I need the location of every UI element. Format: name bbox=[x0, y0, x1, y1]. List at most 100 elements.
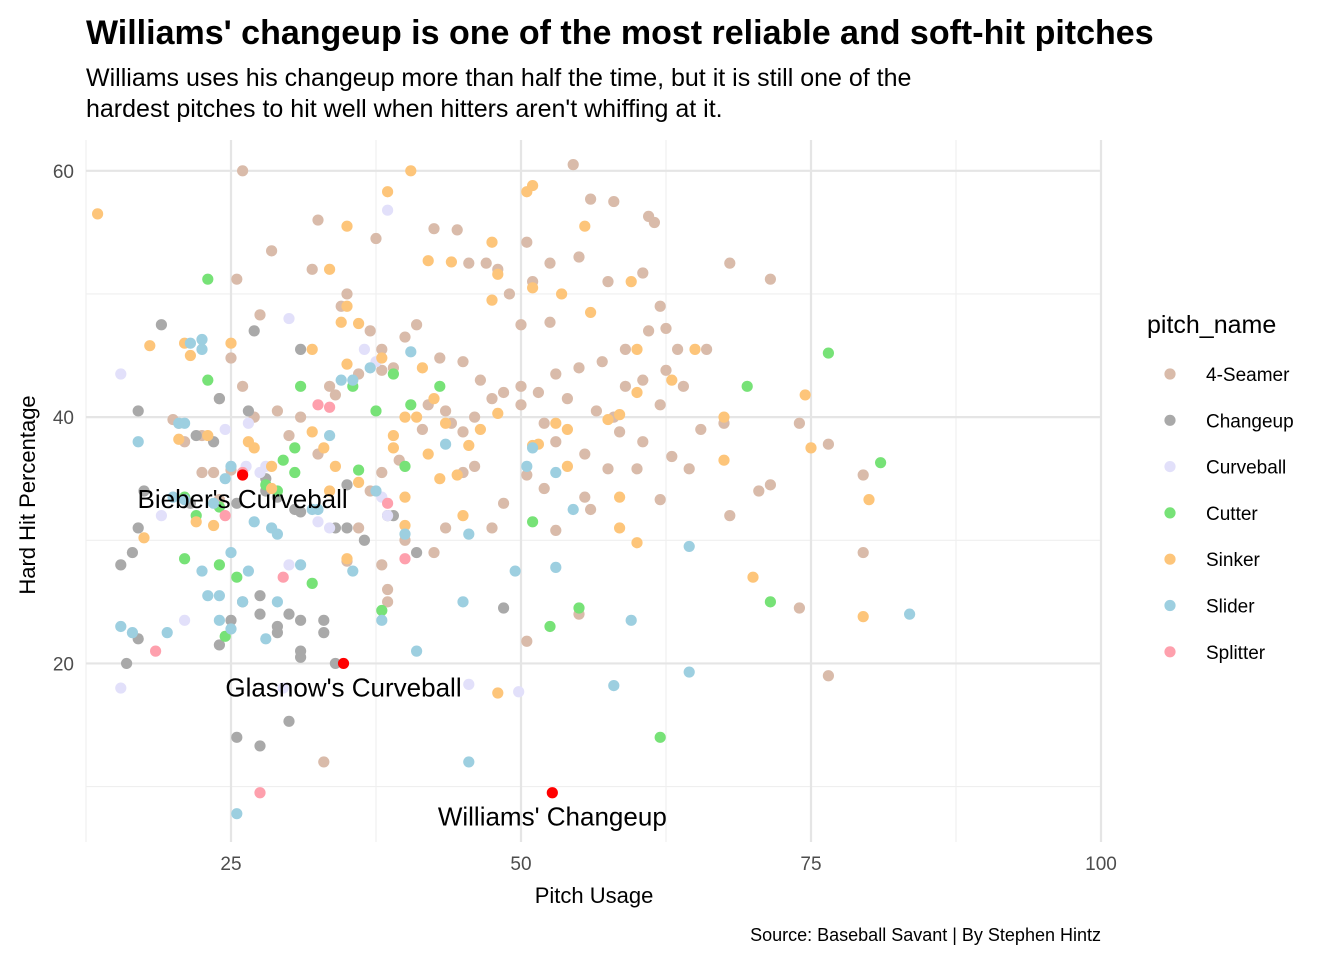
data-point-curveball bbox=[277, 682, 289, 694]
data-point-4-seamer bbox=[567, 159, 579, 171]
data-point-sinker bbox=[666, 374, 678, 386]
data-point-sinker bbox=[422, 255, 434, 267]
data-point-slider bbox=[237, 596, 249, 608]
data-point-4-seamer bbox=[521, 236, 533, 248]
data-point-changeup bbox=[341, 522, 353, 534]
data-point-4-seamer bbox=[463, 257, 475, 269]
data-point-slider bbox=[225, 546, 237, 559]
data-point-sinker bbox=[399, 411, 411, 423]
legend-label-4-seamer: 4-Seamer bbox=[1206, 365, 1290, 386]
legend-label-cutter: Cutter bbox=[1206, 504, 1258, 525]
data-point-slider bbox=[161, 627, 173, 639]
data-point-slider bbox=[347, 565, 359, 577]
data-point-slider bbox=[248, 516, 260, 528]
data-point-sinker bbox=[492, 268, 504, 280]
data-point-sinker bbox=[614, 522, 626, 534]
data-point-cutter bbox=[405, 399, 417, 411]
data-point-4-seamer bbox=[695, 423, 707, 436]
data-point-4-seamer bbox=[498, 386, 510, 399]
data-point-sinker bbox=[486, 294, 498, 306]
data-point-4-seamer bbox=[619, 343, 632, 355]
data-point-sinker bbox=[138, 532, 150, 544]
data-point-sinker bbox=[208, 519, 220, 532]
data-point-4-seamer bbox=[457, 426, 469, 438]
annotations: Bieber's Curveball Glasnow's Curveball Wil… bbox=[138, 484, 667, 832]
data-point-4-seamer bbox=[271, 405, 283, 417]
data-point-changeup bbox=[138, 485, 150, 497]
data-point-4-seamer bbox=[793, 417, 806, 429]
data-point-slider bbox=[231, 808, 243, 820]
data-point-sinker bbox=[248, 442, 260, 454]
data-point-slider bbox=[411, 645, 423, 657]
data-point-changeup bbox=[132, 522, 144, 534]
data-point-changeup bbox=[283, 608, 295, 620]
x-axis-title: Pitch Usage bbox=[535, 883, 654, 908]
data-point-4-seamer bbox=[602, 463, 614, 475]
data-point-slider bbox=[376, 614, 388, 626]
data-point-4-seamer bbox=[857, 469, 869, 481]
axes: 25 50 75 100 20 40 60 bbox=[53, 162, 1117, 875]
data-point-4-seamer bbox=[469, 411, 481, 423]
data-point-sinker bbox=[144, 340, 156, 352]
data-point-sinker bbox=[805, 442, 817, 454]
series-sinker bbox=[92, 165, 875, 699]
data-point-4-seamer bbox=[764, 479, 777, 491]
data-point-4-seamer bbox=[608, 195, 620, 208]
data-point-4-seamer bbox=[579, 448, 591, 460]
data-point-4-seamer bbox=[538, 482, 550, 495]
data-points bbox=[92, 159, 916, 820]
data-point-curveball bbox=[219, 423, 231, 436]
data-point-sinker bbox=[341, 220, 353, 232]
data-point-slider bbox=[179, 494, 191, 506]
data-point-4-seamer bbox=[724, 510, 736, 522]
data-point-slider bbox=[567, 503, 579, 516]
data-point-changeup bbox=[329, 657, 341, 670]
data-point-highlighted bbox=[337, 657, 350, 670]
data-point-sinker bbox=[416, 362, 428, 374]
data-point-changeup bbox=[115, 559, 127, 571]
data-point-sinker bbox=[92, 208, 104, 220]
data-point-slider bbox=[196, 565, 208, 577]
data-point-sinker bbox=[324, 263, 336, 275]
data-point-sinker bbox=[266, 460, 278, 472]
legend-key-cutter bbox=[1164, 507, 1176, 519]
data-point-4-seamer bbox=[295, 411, 307, 423]
data-point-slider bbox=[440, 438, 452, 450]
data-point-cutter bbox=[213, 559, 225, 571]
data-point-sinker bbox=[492, 407, 504, 420]
x-tick-label: 50 bbox=[510, 854, 531, 875]
data-point-sinker bbox=[614, 409, 626, 421]
data-point-sinker bbox=[747, 571, 759, 583]
data-point-4-seamer bbox=[364, 325, 376, 337]
legend-key-splitter bbox=[1164, 646, 1176, 658]
data-point-changeup bbox=[231, 731, 243, 743]
data-point-4-seamer bbox=[544, 316, 556, 328]
data-point-sinker bbox=[585, 306, 597, 319]
chart-caption: Source: Baseball Savant | By Stephen Hin… bbox=[750, 925, 1101, 945]
data-point-4-seamer bbox=[515, 380, 527, 392]
y-tick-label: 40 bbox=[53, 408, 74, 429]
data-point-4-seamer bbox=[764, 273, 777, 285]
data-point-4-seamer bbox=[637, 374, 649, 386]
data-point-sinker bbox=[341, 358, 353, 370]
data-point-4-seamer bbox=[822, 438, 835, 450]
data-point-sinker bbox=[324, 485, 336, 497]
data-point-slider bbox=[167, 491, 179, 503]
data-point-splitter bbox=[324, 401, 336, 413]
data-point-4-seamer bbox=[254, 309, 266, 321]
data-point-sinker bbox=[451, 469, 463, 481]
x-tick-label: 75 bbox=[800, 854, 821, 875]
data-point-4-seamer bbox=[208, 466, 220, 479]
data-point-sinker bbox=[335, 316, 347, 328]
data-point-changeup bbox=[271, 627, 283, 639]
data-point-slider bbox=[608, 679, 620, 692]
data-point-slider bbox=[295, 559, 307, 571]
data-point-4-seamer bbox=[672, 343, 684, 355]
data-point-4-seamer bbox=[538, 417, 550, 429]
data-point-4-seamer bbox=[225, 352, 237, 364]
data-point-slider bbox=[173, 417, 185, 429]
data-point-4-seamer bbox=[550, 436, 562, 448]
data-point-4-seamer bbox=[237, 165, 249, 177]
data-point-slider bbox=[347, 374, 359, 386]
data-point-4-seamer bbox=[643, 325, 655, 337]
